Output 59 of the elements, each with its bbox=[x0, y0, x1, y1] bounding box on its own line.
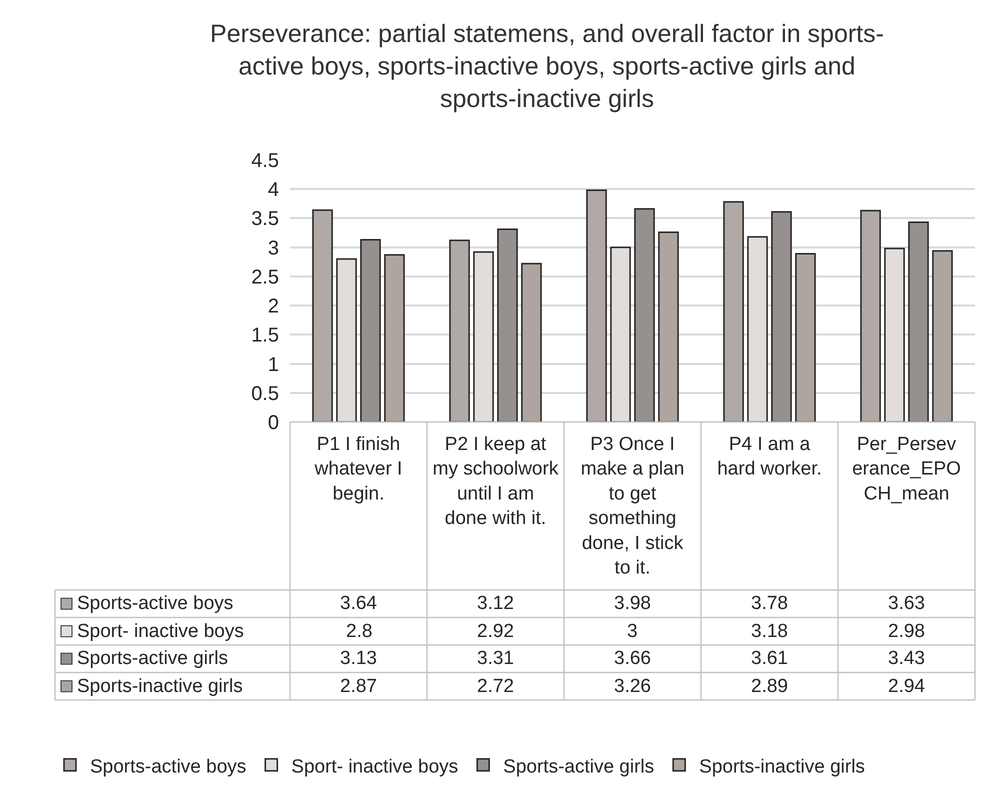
data-label: 3 bbox=[627, 621, 638, 642]
text: Sports-inactive girls bbox=[699, 756, 865, 778]
y-tick-label: 4 bbox=[268, 179, 279, 202]
chart-title: Perseverance: partial statemens, and overall factor in sports-active boys, sports-inactive boys, sports-active girls and sports-inactive girls bbox=[210, 20, 884, 114]
legend-label: Sports-inactive girls bbox=[77, 676, 243, 697]
bar bbox=[312, 209, 333, 422]
y-tick-label: 3 bbox=[268, 237, 279, 260]
data-label: 2.92 bbox=[477, 621, 514, 642]
y-tick-label: 0.5 bbox=[251, 382, 279, 405]
bar bbox=[449, 240, 470, 422]
y-tick-label: 1 bbox=[268, 354, 279, 376]
data-label: 3.98 bbox=[614, 593, 651, 614]
text: Sport- inactive boys bbox=[291, 756, 458, 778]
data-label: 3.66 bbox=[614, 648, 651, 669]
bar bbox=[932, 250, 953, 422]
data-label: 3.63 bbox=[888, 593, 925, 614]
data-label: 2.87 bbox=[340, 676, 377, 697]
bar bbox=[908, 222, 929, 422]
data-label: 3.12 bbox=[477, 593, 514, 614]
text: Sports-active girls bbox=[503, 756, 654, 778]
legend-label: Sports-active girls bbox=[77, 648, 228, 669]
bar bbox=[634, 208, 655, 422]
x-tick-label: P1 I finish whatever I begin. bbox=[314, 434, 402, 504]
x-tick-label: P4 I am a hard worker. bbox=[717, 434, 822, 480]
data-label: 2.98 bbox=[888, 621, 925, 642]
data-label: 3.61 bbox=[751, 648, 788, 669]
bar bbox=[771, 211, 792, 422]
data-label: 3.13 bbox=[340, 648, 377, 669]
y-tick-label: 1.5 bbox=[251, 324, 279, 347]
x-tick-label: P3 Once I make a plan to get something done, I stick to it. bbox=[580, 434, 684, 578]
bar bbox=[521, 262, 542, 422]
bar bbox=[360, 239, 381, 422]
legend-label: Sports-active boys bbox=[77, 593, 234, 614]
y-tick-label: 0 bbox=[268, 412, 279, 434]
x-tick-label: Per_Perseverance_EPOCH_mean bbox=[852, 434, 961, 504]
bar bbox=[658, 231, 679, 422]
legend-label: Sport- inactive boys bbox=[77, 621, 244, 642]
y-tick-label: 4.5 bbox=[251, 150, 279, 172]
data-label: 2.8 bbox=[346, 621, 372, 642]
y-tick-label: 2 bbox=[268, 296, 279, 318]
bar bbox=[723, 201, 744, 422]
data-label: 2.89 bbox=[751, 676, 788, 697]
text: Sports-active boys bbox=[90, 756, 246, 778]
data-label: 3.31 bbox=[477, 648, 514, 669]
data-label: 3.18 bbox=[751, 621, 788, 642]
bar bbox=[586, 190, 607, 422]
data-label: 2.72 bbox=[477, 676, 514, 697]
y-tick-label: 2.5 bbox=[251, 266, 279, 288]
y-tick-label: 3.5 bbox=[251, 208, 279, 230]
data-label: 2.94 bbox=[888, 676, 926, 697]
data-label: 3.26 bbox=[614, 676, 651, 697]
data-label: 3.43 bbox=[888, 648, 925, 669]
data-label: 3.78 bbox=[751, 593, 788, 614]
bar bbox=[384, 254, 405, 422]
bar bbox=[795, 252, 816, 422]
x-tick-label: P2 I keep at my schoolwork until I am done with it. bbox=[432, 434, 559, 530]
bar bbox=[860, 210, 881, 422]
bar bbox=[497, 228, 518, 422]
data-label: 3.64 bbox=[340, 593, 378, 614]
